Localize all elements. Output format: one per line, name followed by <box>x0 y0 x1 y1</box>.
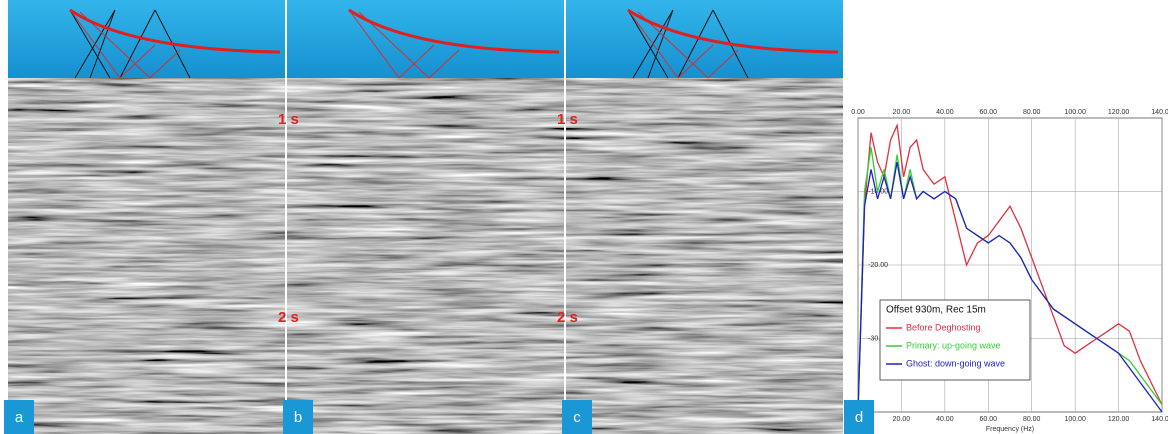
time-mark: 1 s <box>557 111 578 128</box>
panel-label: a <box>15 409 24 426</box>
x-tick-label: 100.00 <box>1064 109 1086 116</box>
seismic-panel: 1 s 2 s b <box>278 0 564 434</box>
panel-label: d <box>855 409 863 426</box>
x-tick-label: 80.00 <box>1023 109 1041 116</box>
x-tick-label: 140.00 <box>1151 416 1168 423</box>
panel-label: c <box>573 409 581 426</box>
x-tick-label: 140.00 <box>1151 109 1168 116</box>
x-tick-label: 20.00 <box>893 416 911 423</box>
seismic-panel: a <box>4 0 285 434</box>
legend-label: Primary: up-going wave <box>906 340 1001 350</box>
time-mark: 2 s <box>557 309 578 326</box>
panels: a 1 s 2 s b 1 s 2 s c <box>4 0 843 434</box>
time-mark: 2 s <box>278 309 299 326</box>
legend-title: Offset 930m, Rec 15m <box>886 305 986 316</box>
x-tick-label: 0.00 <box>851 109 865 116</box>
x-axis-title: Frequency (Hz) <box>986 426 1034 433</box>
legend-label: Before Deghosting <box>906 322 981 332</box>
seismic-image <box>566 78 843 434</box>
y-tick-label: -20.00 <box>868 262 888 269</box>
legend-label: Ghost: down-going wave <box>906 358 1005 368</box>
page: {"panels": [{"label": "a"}, {"label": "b… <box>0 0 1168 434</box>
time-mark: 1 s <box>278 111 299 128</box>
spectrum-chart: 0.000.0020.0020.0040.0040.0060.0060.0080… <box>844 109 1168 434</box>
x-tick-label: 60.00 <box>980 416 998 423</box>
figure: a1 s2 sb1 s2 sc 0.000.0020.0020.0040.004… <box>0 0 1168 434</box>
panel-label: b <box>294 409 302 426</box>
x-tick-label: 40.00 <box>936 416 954 423</box>
x-tick-label: 20.00 <box>893 109 911 116</box>
x-tick-label: 120.00 <box>1108 416 1130 423</box>
x-tick-label: 40.00 <box>936 109 954 116</box>
seismic-image <box>8 78 285 434</box>
x-tick-label: 60.00 <box>980 109 998 116</box>
seismic-image <box>287 78 564 434</box>
x-tick-label: 100.00 <box>1064 416 1086 423</box>
seismic-panel: 1 s 2 s c <box>557 0 843 434</box>
x-tick-label: 80.00 <box>1023 416 1041 423</box>
x-tick-label: 120.00 <box>1108 109 1130 116</box>
